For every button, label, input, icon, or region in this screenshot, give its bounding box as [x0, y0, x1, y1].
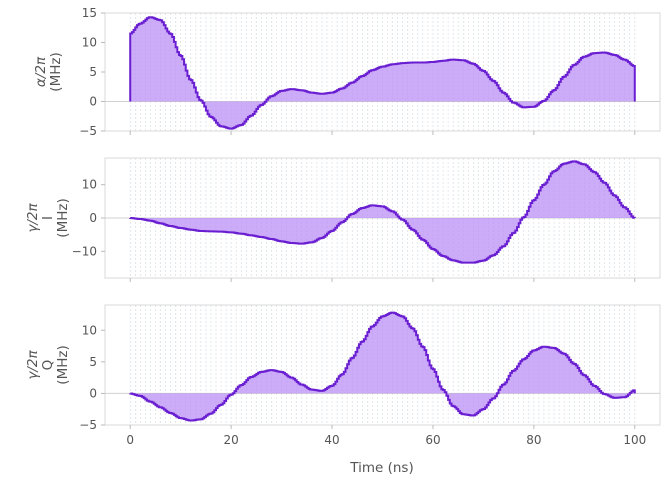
y-tick-label: 10 [82, 36, 97, 50]
series-line [129, 16, 636, 130]
x-axis-title: Time (ns) [349, 460, 413, 476]
y-axis-title-line: (MHz) [55, 198, 71, 237]
series-area [130, 17, 635, 129]
plot-frame [104, 304, 661, 426]
y-tick-label: 15 [82, 6, 97, 20]
panel-3: 10 5 0 −5 γ/2πQ(MHz) [25, 304, 661, 432]
y-tick-label: 10 [82, 178, 97, 192]
y-axis-title-line: I [40, 216, 56, 220]
y-axis-title-line: γ/2π [25, 203, 41, 233]
y-tick-label: 5 [89, 65, 97, 79]
y-axis-title-line: (MHz) [48, 52, 64, 91]
y-axis-title: α/2π(MHz) [33, 52, 64, 91]
y-axis-title: γ/2πI(MHz) [25, 198, 71, 237]
x-axis: 0 20 40 60 80 100 [126, 433, 646, 447]
y-tick-label: 10 [82, 323, 97, 337]
y-tick-label: −10 [72, 244, 97, 258]
x-tick-label: 100 [623, 433, 646, 447]
x-tick-label: 80 [526, 433, 541, 447]
y-axis-title-line: Q [40, 360, 56, 371]
y-axis-title-line: α/2π [33, 56, 49, 87]
series-line [129, 311, 636, 422]
y-tick-label: 5 [89, 355, 97, 369]
y-tick-label: 0 [89, 211, 97, 225]
y-axis-title-line: (MHz) [55, 345, 71, 384]
panel-2: 100−10γ/2πI(MHz) [25, 157, 661, 282]
y-axis-title: γ/2πQ(MHz) [25, 345, 71, 384]
x-tick-label: 0 [126, 433, 134, 447]
x-tick-label: 60 [425, 433, 440, 447]
panels-group: 151050−5α/2π(MHz)100−10γ/2πI(MHz)1050−5γ… [25, 6, 661, 432]
y-tick-label: 0 [89, 95, 97, 109]
series-area [130, 312, 635, 421]
y-axis-title-line: γ/2π [25, 350, 41, 380]
series-line [129, 160, 636, 264]
x-tick-label: 40 [324, 433, 339, 447]
y-tick-label: 0 [89, 386, 97, 400]
x-tick-label: 20 [223, 433, 238, 447]
y-tick-label: −5 [79, 418, 97, 432]
panel-1: 15 10 5 0 −5 α/2π(MHz) [33, 6, 661, 138]
y-tick-label: −5 [79, 124, 97, 138]
